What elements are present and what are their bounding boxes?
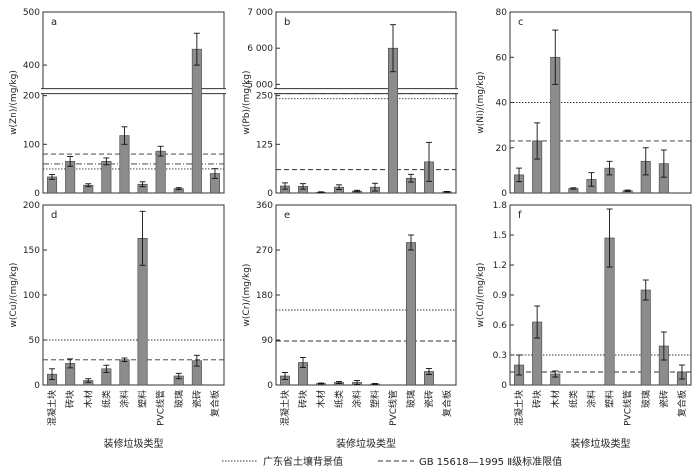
x-tick-label: 瓷砖 (658, 390, 670, 408)
y-tick-label: 100 (23, 291, 40, 301)
y-axis-label: w(Cu)/(mg/kg) (9, 263, 19, 328)
y-tick-label: 100 (23, 140, 40, 150)
x-tick-label: 复合板 (441, 390, 453, 417)
y-tick-label: 0.3 (493, 351, 507, 361)
x-axis-title: 装修垃圾类型 (571, 437, 631, 450)
x-tick-label: 复合板 (209, 390, 221, 417)
y-tick-label: 0 (267, 189, 273, 199)
y-tick-label: 0 (34, 381, 40, 391)
y-tick-label: 180 (256, 291, 273, 301)
legend-label: GB 15618—1995 Ⅱ级标准限值 (419, 455, 562, 468)
x-axis-title: 装修垃圾类型 (104, 437, 164, 450)
x-tick-label: 纸类 (100, 390, 112, 408)
bar (101, 161, 112, 194)
y-tick-label: 0 (501, 189, 507, 199)
panel-a: 0 100 200 400 500 a w(Zn)/(mg/kg) (9, 8, 226, 199)
x-tick-label: PVC线管 (387, 390, 399, 426)
x-tick-label: 塑料 (369, 390, 381, 408)
x-tick-label: 纸类 (333, 390, 345, 408)
panel-letter: a (51, 17, 57, 28)
panel-letter: d (51, 210, 57, 221)
y-tick-label: 250 (256, 92, 273, 102)
y-tick-label: 20 (496, 144, 508, 154)
x-tick-label: PVC线管 (155, 390, 167, 426)
x-tick-label: 瓷砖 (191, 390, 203, 408)
x-tick-label: 涂料 (585, 390, 597, 408)
y-tick-label: 0 (267, 381, 273, 391)
x-tick-label: 塑料 (604, 390, 616, 408)
x-tick-label: 塑料 (137, 390, 149, 408)
x-tick-label: 木材 (549, 390, 561, 408)
panel-letter: c (518, 17, 524, 28)
y-tick-label: 50 (29, 336, 41, 346)
y-tick-label: 360 (256, 201, 273, 211)
x-tick-label: 瓷砖 (423, 390, 435, 408)
bar (119, 359, 130, 386)
y-tick-label: 200 (23, 201, 40, 211)
y-tick-label: 60 (496, 53, 508, 63)
x-tick-label: 纸类 (567, 390, 579, 408)
y-tick-label: 6 000 (247, 44, 273, 54)
bar (191, 48, 202, 194)
y-tick-label: 400 (23, 61, 40, 71)
plot-frame (275, 11, 457, 194)
y-axis-label: w(Zn)/(mg/kg) (9, 70, 19, 135)
x-tick-label: 木材 (82, 390, 94, 408)
axis-break-gap (42, 88, 225, 94)
y-tick-label: 90 (262, 336, 274, 346)
x-tick-label: 混凝土块 (279, 390, 291, 426)
x-tick-label: PVC线管 (622, 390, 634, 426)
x-tick-label: 涂料 (351, 390, 363, 408)
x-tick-label: 砖块 (64, 390, 76, 408)
x-tick-label: 涂料 (118, 390, 130, 408)
panel-e: 0 90 180 270 360 e w(Cr)/(mg/kg) 混凝土块 砖块 木材 纸类 涂料 塑料… (242, 201, 457, 450)
x-tick-label: 玻璃 (640, 390, 652, 408)
y-axis-label: w(Ni)/(mg/kg) (476, 71, 486, 133)
panel-c: 0 20 40 60 80 c w(Ni)/(mg/kg) (476, 8, 692, 199)
x-tick-label: 木材 (315, 390, 327, 408)
x-tick-label: 砖块 (297, 390, 309, 408)
x-tick-label: 玻璃 (173, 390, 185, 408)
x-tick-label: 混凝土块 (46, 390, 58, 426)
axis-break-gap (275, 88, 457, 94)
y-tick-label: 150 (23, 246, 40, 256)
y-tick-label: 0.6 (493, 321, 508, 331)
legend: 广东省土壤背景值 GB 15618—1995 Ⅱ级标准限值 (222, 455, 562, 468)
y-tick-label: 0 (501, 381, 507, 391)
panel-letter: f (518, 210, 522, 221)
y-axis-label: w(Pb)/(mg/kg) (242, 70, 252, 134)
x-tick-label: 混凝土块 (513, 390, 525, 426)
y-tick-label: 0.9 (493, 291, 508, 301)
y-axis-label: w(Cd)/(mg/kg) (476, 263, 486, 328)
y-tick-label: 1.8 (493, 201, 508, 211)
y-tick-label: 5 000 (247, 80, 273, 90)
y-tick-label: 500 (23, 8, 40, 18)
x-axis-title: 装修垃圾类型 (336, 437, 396, 450)
panel-letter: b (284, 17, 290, 28)
panel-f: 0 0.3 0.6 0.9 1.2 1.5 1.8 f w(Cd)/(mg/kg) 混凝土块 砖块木… (476, 201, 692, 450)
bar (406, 242, 416, 386)
y-tick-label: 200 (23, 92, 40, 102)
y-tick-label: 80 (496, 8, 508, 18)
bar (155, 150, 166, 194)
x-tick-label: 砖块 (531, 390, 543, 408)
y-tick-label: 40 (496, 99, 508, 109)
x-tick-label: 玻璃 (405, 390, 417, 408)
panel-d: 0 50 100 150 200 d w(Cu)/(mg/kg) 混凝土块 砖块 木材 纸类 涂料 塑料… (9, 201, 225, 450)
x-tick-label: 复合板 (676, 390, 688, 417)
y-tick-label: 7 000 (247, 8, 273, 18)
panel-letter: e (284, 210, 290, 221)
y-tick-label: 0 (34, 189, 40, 199)
y-tick-label: 1.5 (493, 231, 507, 241)
y-axis-label: w(Cr)/(mg/kg) (242, 264, 252, 327)
panel-b: 0 125 250 5 000 6 000 7 000 b w(Pb)/(mg/kg) (242, 8, 458, 199)
legend-label: 广东省土壤背景值 (263, 455, 343, 468)
y-tick-label: 270 (256, 246, 273, 256)
y-tick-label: 1.2 (493, 261, 507, 271)
bar (640, 289, 651, 386)
plot-frame (42, 11, 225, 194)
y-tick-label: 125 (256, 140, 273, 150)
